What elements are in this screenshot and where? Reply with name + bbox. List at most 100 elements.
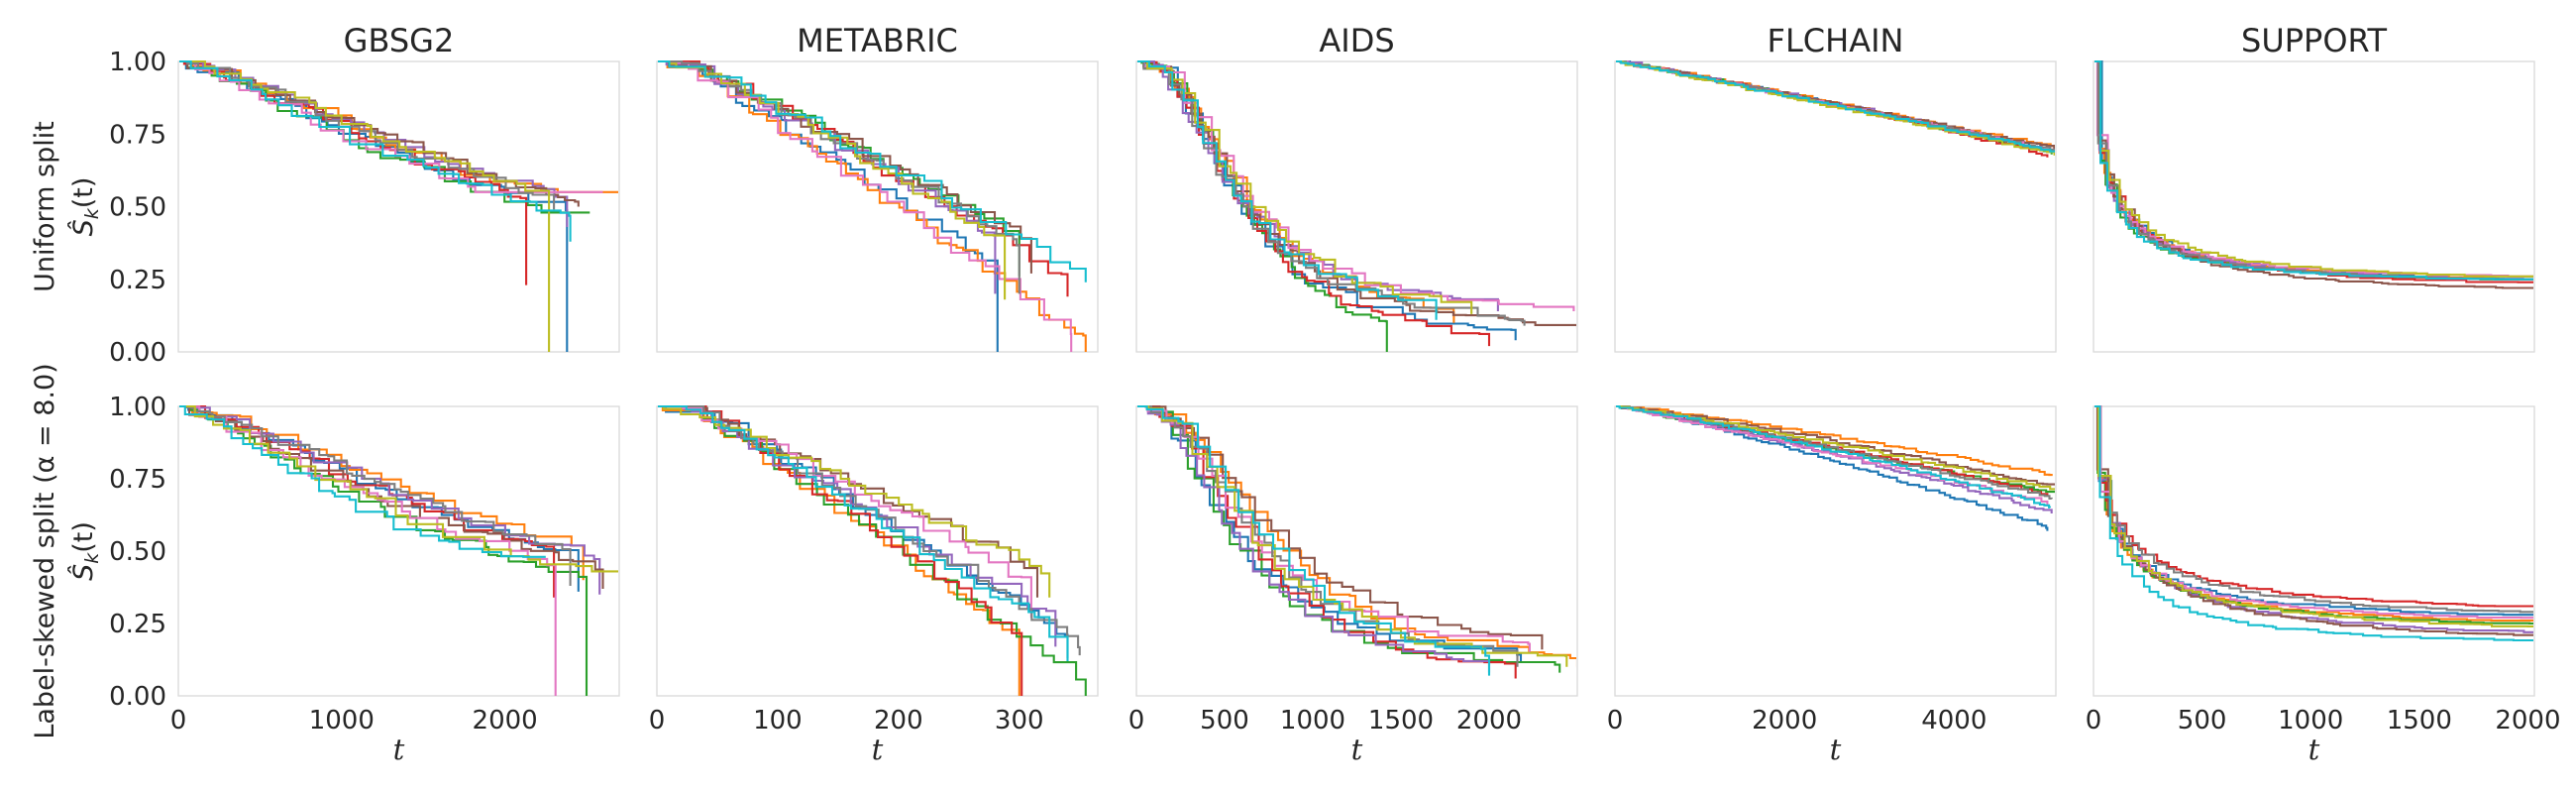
km-curve-client-6 bbox=[2094, 404, 2533, 636]
x-tick-label: 1000 bbox=[309, 706, 375, 736]
y-axis-label: Ŝk(t) bbox=[67, 521, 103, 581]
x-tick-label: 0 bbox=[1607, 706, 1624, 736]
y-tick-label: 0.25 bbox=[109, 610, 166, 639]
curves-group bbox=[658, 59, 1087, 352]
panel-frame bbox=[2093, 60, 2535, 353]
km-curve-client-2 bbox=[179, 404, 585, 581]
y-tick-label: 1.00 bbox=[109, 393, 166, 422]
x-tick-label: 0 bbox=[2086, 706, 2102, 736]
x-axis-label: t bbox=[1830, 733, 1842, 766]
curves-group bbox=[658, 404, 1087, 696]
km-curve-client-6 bbox=[1137, 404, 1544, 650]
panel-title-support: SUPPORT bbox=[2241, 22, 2387, 59]
panel-title-flchain: FLCHAIN bbox=[1768, 22, 1904, 59]
panel-flchain-uniform bbox=[1614, 59, 2057, 353]
x-tick-label: 2000 bbox=[1456, 706, 1522, 736]
panel-title-gbsg2: GBSG2 bbox=[344, 22, 455, 59]
km-curve-client-10 bbox=[179, 59, 572, 242]
km-curve-client-6 bbox=[1616, 404, 2055, 488]
x-tick-label: 100 bbox=[753, 706, 803, 736]
km-curve-client-9 bbox=[2094, 404, 2533, 627]
x-axis-label: t bbox=[872, 733, 884, 766]
km-curve-client-1 bbox=[1137, 404, 1523, 661]
row-label-label-skewed: Label-skewed split (α = 8.0) bbox=[30, 363, 60, 738]
x-tick-label: 500 bbox=[1200, 706, 1249, 736]
curves-group bbox=[2094, 404, 2533, 642]
row-label-uniform: Uniform split bbox=[30, 121, 60, 292]
curves-group bbox=[1137, 59, 1576, 352]
panel-frame bbox=[1135, 60, 1578, 353]
panel-frame bbox=[1614, 60, 2057, 353]
panel-flchain-label-skewed: 0 2000 4000 t bbox=[1607, 404, 2057, 766]
y-tick-label: 0.50 bbox=[109, 537, 166, 567]
km-curve-client-8 bbox=[2094, 404, 2533, 614]
km-curve-client-10 bbox=[658, 404, 1069, 661]
y-tick-label: 0.50 bbox=[109, 193, 166, 223]
km-curve-client-4 bbox=[658, 404, 1023, 696]
panel-aids-uniform bbox=[1135, 59, 1578, 353]
km-curve-client-9 bbox=[2094, 59, 2533, 278]
km-curve-client-7 bbox=[658, 59, 1073, 352]
km-curve-client-7 bbox=[1137, 59, 1575, 311]
km-curve-client-8 bbox=[1137, 59, 1526, 326]
km-curve-client-2 bbox=[1616, 404, 2053, 477]
km-curve-client-3 bbox=[1137, 404, 1561, 673]
curves-group bbox=[179, 59, 618, 352]
panel-aids-label-skewed: 0 500 1000 1500 2000 t bbox=[1128, 404, 1578, 766]
curves-group bbox=[2094, 59, 2533, 289]
km-curve-client-10 bbox=[2094, 59, 2533, 281]
panel-gbsg2-uniform: 0.00 0.25 0.50 0.75 1.00 bbox=[109, 48, 620, 368]
x-tick-label: 2000 bbox=[2495, 706, 2560, 736]
km-curve-client-10 bbox=[1616, 59, 2055, 153]
curves-group bbox=[1616, 404, 2055, 531]
x-tick-label: 300 bbox=[995, 706, 1044, 736]
panel-frame bbox=[2093, 405, 2535, 697]
x-tick-label: 1500 bbox=[1368, 706, 1434, 736]
panel-support-uniform bbox=[2093, 59, 2535, 353]
panel-title-aids: AIDS bbox=[1319, 22, 1394, 59]
panel-gbsg2-label-skewed: 0.00 0.25 0.50 0.75 1.00 0 1000 2000 t bbox=[109, 393, 620, 766]
x-tick-label: 2000 bbox=[473, 706, 538, 736]
panel-frame bbox=[656, 60, 1099, 353]
panel-frame bbox=[656, 405, 1099, 697]
km-curve-client-8 bbox=[179, 404, 572, 586]
x-tick-label: 500 bbox=[2178, 706, 2227, 736]
km-curve-client-1 bbox=[658, 59, 999, 352]
panel-metabric-uniform bbox=[656, 59, 1099, 353]
y-tick-label: 0.00 bbox=[109, 338, 166, 368]
panel-title-metabric: METABRIC bbox=[797, 22, 958, 59]
km-curve-client-10 bbox=[658, 59, 1087, 283]
km-curve-client-6 bbox=[1137, 59, 1576, 329]
km-curve-client-9 bbox=[1137, 404, 1568, 667]
km-curve-client-3 bbox=[179, 59, 590, 214]
km-curve-client-9 bbox=[1137, 59, 1473, 314]
km-curve-client-8 bbox=[658, 59, 1020, 294]
x-axis-label: t bbox=[1351, 733, 1363, 766]
km-curve-client-10 bbox=[2094, 404, 2533, 642]
y-axis-label: Ŝk(t) bbox=[67, 177, 103, 237]
km-curve-client-9 bbox=[179, 404, 618, 573]
y-tick-label: 0.75 bbox=[109, 465, 166, 495]
km-curve-client-10 bbox=[179, 404, 546, 558]
x-tick-label: 1000 bbox=[2278, 706, 2343, 736]
km-curve-client-8 bbox=[1616, 404, 2053, 500]
panel-support-label-skewed: 0 500 1000 1500 2000 t bbox=[2086, 404, 2561, 766]
km-curve-client-10 bbox=[1616, 404, 2052, 509]
x-axis-label: t bbox=[2308, 733, 2320, 766]
x-tick-label: 0 bbox=[170, 706, 187, 736]
km-curve-client-7 bbox=[179, 59, 603, 193]
x-tick-label: 200 bbox=[874, 706, 923, 736]
x-axis-label: t bbox=[393, 733, 405, 766]
y-tick-label: 0.75 bbox=[109, 120, 166, 150]
x-tick-label: 1000 bbox=[1280, 706, 1345, 736]
km-curve-client-5 bbox=[1137, 59, 1499, 311]
km-curve-client-5 bbox=[658, 404, 1057, 647]
km-curve-client-5 bbox=[1137, 404, 1491, 673]
km-curve-client-10 bbox=[1137, 59, 1438, 320]
km-curve-client-3 bbox=[2094, 404, 2533, 625]
x-tick-label: 4000 bbox=[1921, 706, 1986, 736]
x-tick-label: 0 bbox=[649, 706, 666, 736]
curves-group bbox=[1137, 404, 1576, 679]
y-tick-label: 0.25 bbox=[109, 266, 166, 295]
